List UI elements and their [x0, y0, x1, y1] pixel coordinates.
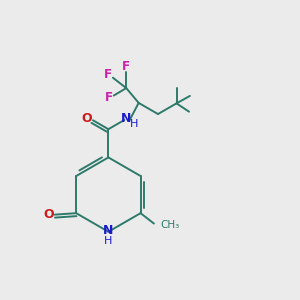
Text: O: O — [82, 112, 92, 125]
Text: H: H — [104, 236, 112, 246]
Text: F: F — [103, 68, 112, 81]
Text: O: O — [44, 208, 54, 221]
Text: H: H — [130, 119, 138, 129]
Text: CH₃: CH₃ — [160, 220, 180, 230]
Text: N: N — [103, 224, 114, 237]
Text: N: N — [121, 112, 131, 125]
Text: F: F — [122, 60, 130, 73]
Text: F: F — [104, 91, 112, 103]
